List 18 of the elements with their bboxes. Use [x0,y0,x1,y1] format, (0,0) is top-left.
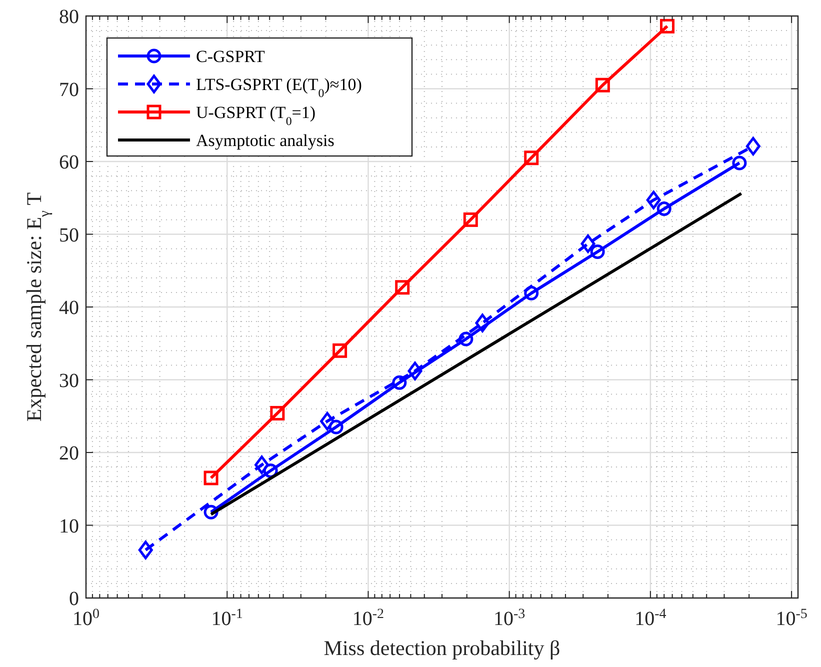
x-tick-label: 10$^{-2}$ [352,606,384,630]
y-tick-label: 30 [59,370,79,392]
y-tick-label: 40 [59,297,79,319]
legend-label: LTS-GSPRT (E(T$_{0}$)≈10) [196,75,362,100]
x-tick-label: 10$^{-3}$ [493,606,526,630]
legend-label: U-GSPRT (T$_{0}$=1) [196,103,316,128]
y-tick-label: 10 [59,515,79,538]
legend-label: Asymptotic analysis [196,131,334,150]
y-tick-label: 80 [59,6,79,28]
y-tick-label: 20 [59,442,79,464]
x-tick-label: 10$^{-5}$ [776,606,808,630]
x-tick-label: 10$^{-1}$ [211,606,243,630]
y-tick-label: 70 [59,78,79,101]
y-tick-label: 50 [59,224,79,246]
legend-label: C-GSPRT [196,47,266,66]
y-tick-label: 60 [59,152,79,174]
x-axis-title: Miss detection probability β [324,636,560,660]
x-tick-label: 10$^{-4}$ [634,606,666,630]
